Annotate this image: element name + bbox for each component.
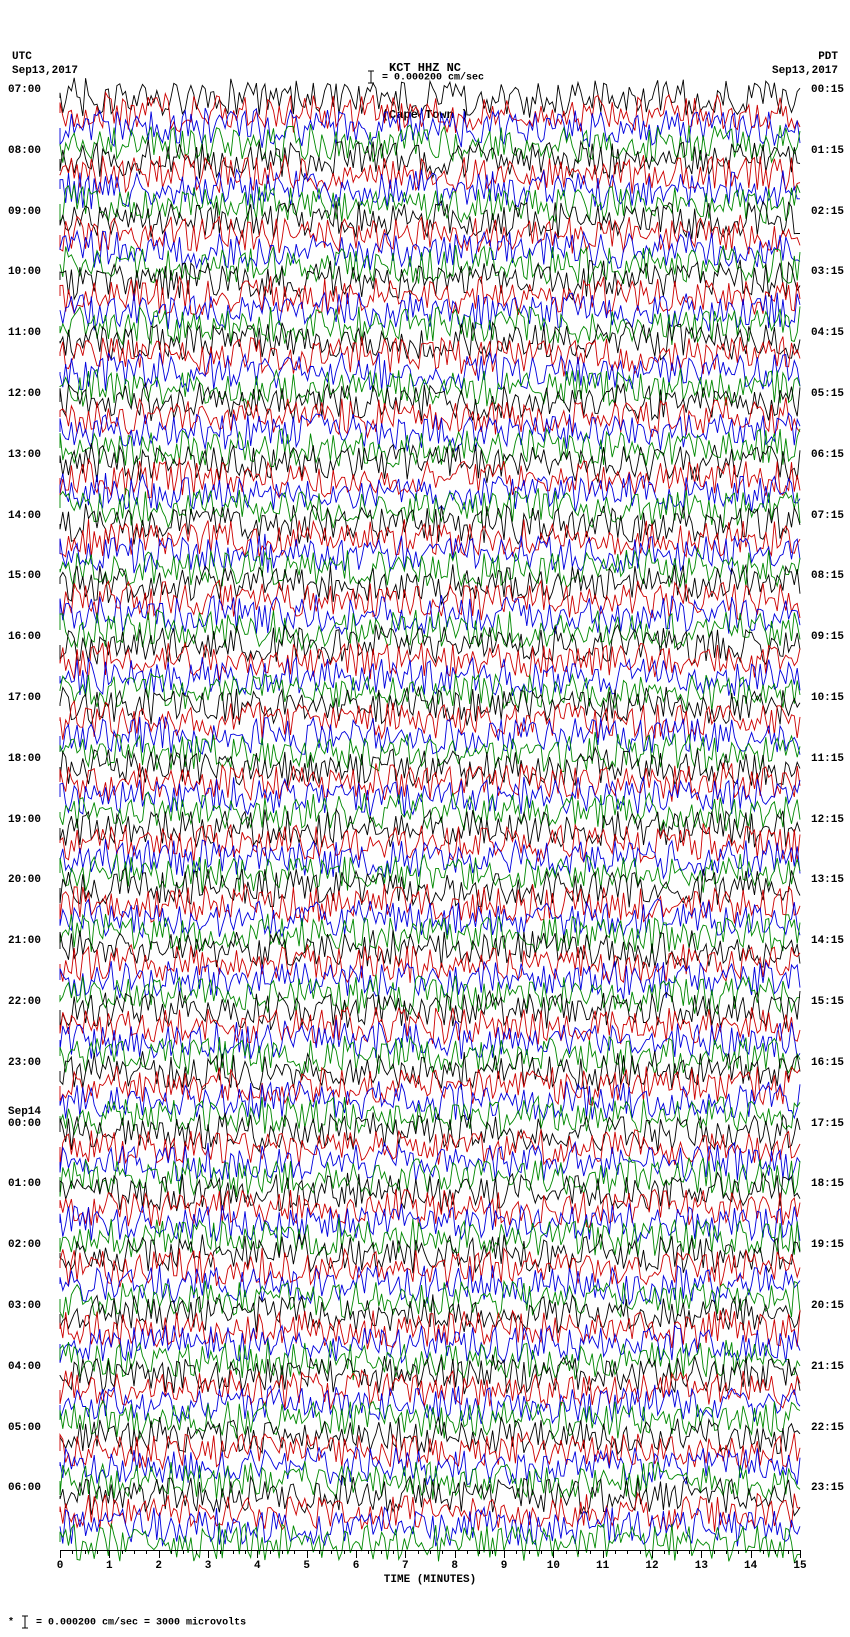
right-time-label: 17:15	[811, 1118, 844, 1130]
x-tick-label: 10	[547, 1560, 560, 1572]
x-axis-baseline	[60, 1550, 800, 1551]
right-time-label: 10:15	[811, 692, 844, 704]
x-tick	[159, 1550, 160, 1558]
pdt-tz-label: PDT	[772, 50, 838, 64]
header: UTC Sep13,2017 KCT HHZ NC (Cape Town ) P…	[0, 0, 850, 70]
x-tick	[652, 1550, 653, 1558]
left-time-label: 20:00	[8, 874, 41, 886]
left-time-label: 17:00	[8, 692, 41, 704]
x-tick	[307, 1550, 308, 1558]
x-tick	[257, 1550, 258, 1558]
left-time-label: 07:00	[8, 84, 41, 96]
x-tick	[751, 1550, 752, 1558]
right-time-label: 19:15	[811, 1239, 844, 1251]
x-tick-label: 7	[402, 1560, 409, 1572]
left-time-label: 19:00	[8, 814, 41, 826]
left-time-label: 01:00	[8, 1178, 41, 1190]
trace-row	[60, 1534, 800, 1549]
x-tick-label: 0	[57, 1560, 64, 1572]
right-time-label: 09:15	[811, 631, 844, 643]
left-time-label: 21:00	[8, 935, 41, 947]
left-time-label: 16:00	[8, 631, 41, 643]
left-time-label: 00:00	[8, 1118, 41, 1130]
right-time-label: 20:15	[811, 1300, 844, 1312]
helicorder-plot: 07:0000:1508:0001:1509:0002:1510:0003:15…	[60, 90, 800, 1550]
right-time-label: 08:15	[811, 570, 844, 582]
x-tick-label: 6	[353, 1560, 360, 1572]
utc-date: Sep13,2017	[12, 64, 78, 78]
left-time-label: 03:00	[8, 1300, 41, 1312]
right-time-label: 13:15	[811, 874, 844, 886]
right-time-label: 06:15	[811, 449, 844, 461]
left-time-label: 09:00	[8, 206, 41, 218]
right-time-label: 22:15	[811, 1422, 844, 1434]
right-time-label: 02:15	[811, 206, 844, 218]
left-time-label: 11:00	[8, 327, 41, 339]
pdt-date: Sep13,2017	[772, 64, 838, 78]
x-tick	[553, 1550, 554, 1558]
x-tick-label: 1	[106, 1560, 113, 1572]
footer-scale: * = 0.000200 cm/sec = 3000 microvolts	[8, 1615, 850, 1629]
x-tick-label: 14	[744, 1560, 757, 1572]
right-time-label: 23:15	[811, 1482, 844, 1494]
x-tick	[455, 1550, 456, 1558]
x-tick-label: 2	[155, 1560, 162, 1572]
right-time-label: 00:15	[811, 84, 844, 96]
x-tick	[405, 1550, 406, 1558]
x-tick	[701, 1550, 702, 1558]
left-time-label: 13:00	[8, 449, 41, 461]
left-time-label: 22:00	[8, 996, 41, 1008]
left-time-label: 05:00	[8, 1422, 41, 1434]
left-time-label: 04:00	[8, 1361, 41, 1373]
footer-scale-text: = 0.000200 cm/sec = 3000 microvolts	[30, 1618, 246, 1629]
utc-tz-label: UTC	[12, 50, 78, 64]
x-tick	[60, 1550, 61, 1558]
footer-scale-bar-icon	[20, 1615, 30, 1629]
left-time-label: 23:00	[8, 1057, 41, 1069]
x-tick-label: 15	[793, 1560, 806, 1572]
x-tick-label: 12	[645, 1560, 658, 1572]
x-tick	[603, 1550, 604, 1558]
right-time-label: 18:15	[811, 1178, 844, 1190]
left-time-label: 12:00	[8, 388, 41, 400]
right-time-label: 04:15	[811, 327, 844, 339]
x-tick-label: 8	[451, 1560, 458, 1572]
right-time-label: 03:15	[811, 266, 844, 278]
x-tick-label: 13	[695, 1560, 708, 1572]
right-time-label: 21:15	[811, 1361, 844, 1373]
left-time-label: 18:00	[8, 753, 41, 765]
x-tick	[356, 1550, 357, 1558]
x-axis-title: TIME (MINUTES)	[384, 1574, 476, 1586]
pdt-date-block: PDT Sep13,2017	[772, 50, 838, 79]
x-tick-label: 5	[303, 1560, 310, 1572]
right-time-label: 05:15	[811, 388, 844, 400]
x-tick	[800, 1550, 801, 1558]
x-tick-label: 3	[205, 1560, 212, 1572]
left-time-label: 14:00	[8, 510, 41, 522]
right-time-label: 16:15	[811, 1057, 844, 1069]
right-time-label: 14:15	[811, 935, 844, 947]
left-time-label: 02:00	[8, 1239, 41, 1251]
x-tick-label: 4	[254, 1560, 261, 1572]
right-time-label: 07:15	[811, 510, 844, 522]
left-time-label: 06:00	[8, 1482, 41, 1494]
left-time-label: 15:00	[8, 570, 41, 582]
x-tick	[208, 1550, 209, 1558]
left-time-label: 10:00	[8, 266, 41, 278]
left-time-label-date: Sep14	[8, 1106, 41, 1118]
x-axis: TIME (MINUTES) 0123456789101112131415	[60, 1550, 800, 1595]
x-tick-label: 9	[501, 1560, 508, 1572]
left-time-label: 08:00	[8, 145, 41, 157]
right-time-label: 12:15	[811, 814, 844, 826]
right-time-label: 01:15	[811, 145, 844, 157]
x-tick	[504, 1550, 505, 1558]
utc-date-block: UTC Sep13,2017	[12, 50, 78, 79]
right-time-label: 15:15	[811, 996, 844, 1008]
x-tick	[109, 1550, 110, 1558]
right-time-label: 11:15	[811, 753, 844, 765]
footer-prefix: *	[8, 1618, 14, 1629]
x-tick-label: 11	[596, 1560, 609, 1572]
